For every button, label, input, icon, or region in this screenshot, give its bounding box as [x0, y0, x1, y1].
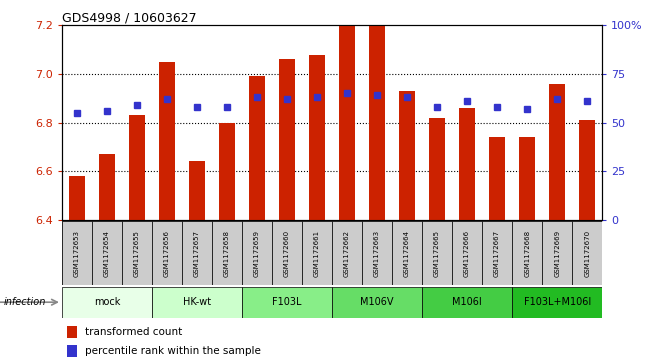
- Bar: [279, 60, 296, 220]
- Text: GSM1172654: GSM1172654: [104, 230, 110, 277]
- Bar: [302, 221, 332, 285]
- Text: GSM1172663: GSM1172663: [374, 230, 380, 277]
- Bar: [62, 287, 152, 318]
- Bar: [422, 221, 452, 285]
- Text: GSM1172670: GSM1172670: [584, 230, 590, 277]
- Bar: [122, 221, 152, 285]
- Text: GSM1172665: GSM1172665: [434, 230, 440, 277]
- Bar: [182, 221, 212, 285]
- Bar: [482, 221, 512, 285]
- Text: transformed count: transformed count: [85, 327, 182, 337]
- Bar: [512, 287, 602, 318]
- Text: GDS4998 / 10603627: GDS4998 / 10603627: [62, 11, 197, 24]
- Text: percentile rank within the sample: percentile rank within the sample: [85, 346, 261, 356]
- Bar: [62, 221, 92, 285]
- Bar: [489, 137, 505, 220]
- Text: GSM1172666: GSM1172666: [464, 230, 470, 277]
- Bar: [429, 118, 445, 220]
- Bar: [189, 162, 205, 220]
- Text: mock: mock: [94, 297, 120, 307]
- Text: GSM1172660: GSM1172660: [284, 230, 290, 277]
- Bar: [339, 25, 355, 220]
- Bar: [219, 123, 235, 220]
- Text: HK-wt: HK-wt: [183, 297, 211, 307]
- Bar: [242, 221, 272, 285]
- Text: GSM1172667: GSM1172667: [494, 230, 500, 277]
- Text: GSM1172656: GSM1172656: [164, 230, 170, 277]
- Bar: [249, 76, 265, 220]
- Bar: [392, 221, 422, 285]
- Text: GSM1172659: GSM1172659: [254, 230, 260, 277]
- Text: M106I: M106I: [452, 297, 482, 307]
- Bar: [92, 221, 122, 285]
- Bar: [309, 54, 326, 220]
- Bar: [332, 287, 422, 318]
- Bar: [242, 287, 332, 318]
- Bar: [152, 221, 182, 285]
- Bar: [519, 137, 535, 220]
- Bar: [572, 221, 602, 285]
- Bar: [362, 221, 392, 285]
- Text: GSM1172662: GSM1172662: [344, 230, 350, 277]
- Text: GSM1172669: GSM1172669: [554, 230, 560, 277]
- Bar: [212, 221, 242, 285]
- Text: GSM1172661: GSM1172661: [314, 230, 320, 277]
- Bar: [368, 25, 385, 220]
- Text: GSM1172653: GSM1172653: [74, 230, 80, 277]
- Bar: [67, 326, 77, 338]
- Text: M106V: M106V: [360, 297, 394, 307]
- Text: GSM1172664: GSM1172664: [404, 230, 410, 277]
- Bar: [68, 176, 85, 220]
- Text: F103L: F103L: [272, 297, 301, 307]
- Bar: [399, 91, 415, 220]
- Bar: [152, 287, 242, 318]
- Bar: [159, 62, 175, 220]
- Bar: [512, 221, 542, 285]
- Bar: [422, 287, 512, 318]
- Bar: [98, 154, 115, 220]
- Bar: [332, 221, 362, 285]
- Text: GSM1172655: GSM1172655: [134, 230, 140, 277]
- Bar: [549, 84, 566, 220]
- Text: GSM1172658: GSM1172658: [224, 230, 230, 277]
- Bar: [579, 120, 596, 220]
- Bar: [452, 221, 482, 285]
- Text: GSM1172657: GSM1172657: [194, 230, 200, 277]
- Text: F103L+M106I: F103L+M106I: [523, 297, 590, 307]
- Bar: [459, 108, 475, 220]
- Text: infection: infection: [3, 297, 46, 307]
- Text: GSM1172668: GSM1172668: [524, 230, 530, 277]
- Bar: [542, 221, 572, 285]
- Bar: [67, 345, 77, 357]
- Bar: [272, 221, 302, 285]
- Bar: [129, 115, 145, 220]
